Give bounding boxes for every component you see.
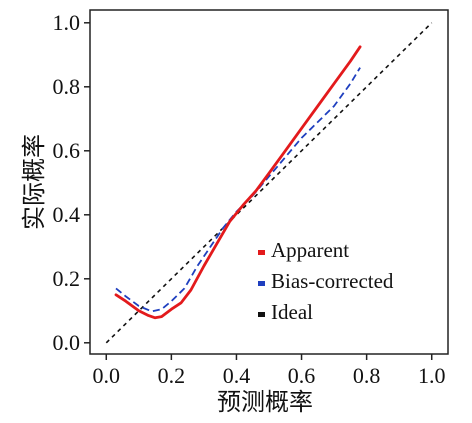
series-layer [105, 22, 433, 344]
x-tick-label: 1.0 [418, 363, 446, 388]
y-axis-title: 实际概率 [20, 134, 48, 230]
y-axis-ticks: 0.0 0.2 0.4 0.6 0.8 1.0 [53, 10, 90, 355]
y-tick-label: 0.6 [53, 138, 81, 163]
x-tick-label: 0.0 [93, 363, 121, 388]
legend-swatch [258, 250, 265, 255]
legend-label: Apparent [271, 238, 349, 262]
legend-swatch [258, 312, 265, 317]
y-tick-label: 0.8 [53, 74, 81, 99]
legend: Apparent Bias-corrected Ideal [258, 238, 394, 324]
x-axis-title: 预测概率 [217, 388, 313, 416]
y-tick-label: 0.2 [53, 266, 81, 291]
legend-label: Bias-corrected [271, 269, 394, 293]
series-line-bias-corrected [115, 67, 361, 313]
plot-frame [89, 9, 449, 355]
x-tick-label: 0.2 [158, 363, 186, 388]
y-tick-label: 0.4 [53, 202, 81, 227]
legend-swatch [258, 281, 265, 286]
y-tick-label: 0.0 [53, 330, 81, 355]
x-tick-label: 0.6 [288, 363, 316, 388]
x-tick-label: 0.4 [223, 363, 251, 388]
series-line-ideal [105, 22, 433, 344]
x-tick-label: 0.8 [353, 363, 381, 388]
series-line-apparent [114, 45, 362, 320]
legend-label: Ideal [271, 300, 313, 324]
y-tick-label: 1.0 [53, 10, 81, 35]
x-axis-ticks: 0.0 0.2 0.4 0.6 0.8 1.0 [93, 354, 446, 388]
